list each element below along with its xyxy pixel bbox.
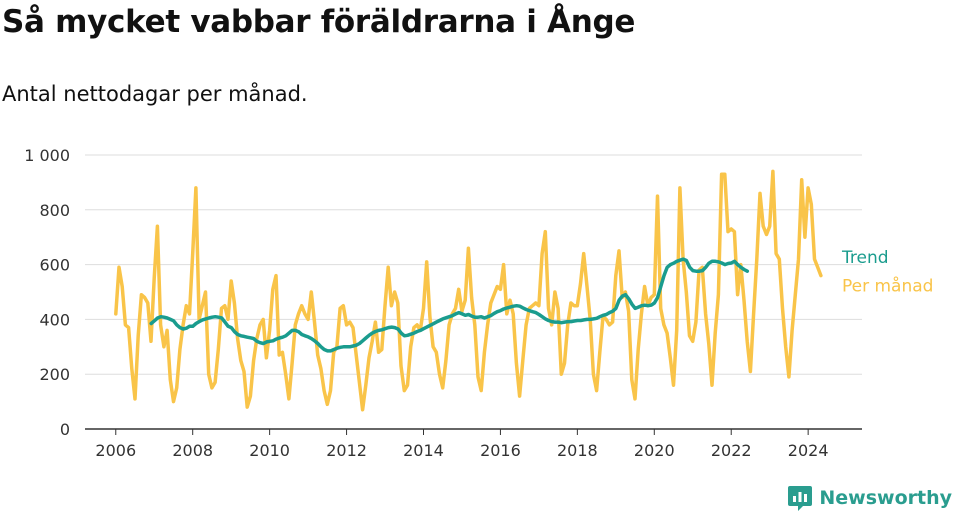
newsworthy-brand: Newsworthy — [787, 484, 952, 512]
x-tick-label: 2010 — [249, 441, 290, 460]
y-tick-label: 0 — [60, 420, 70, 439]
y-tick-label: 1 000 — [24, 146, 70, 165]
x-tick-label: 2008 — [172, 441, 213, 460]
x-tick-label: 2024 — [788, 441, 829, 460]
x-tick-label: 2018 — [557, 441, 598, 460]
grid-lines — [85, 154, 862, 430]
series-label-per-manad: Per månad — [842, 276, 933, 297]
series-lines — [114, 169, 823, 412]
y-tick-label: 800 — [39, 201, 70, 220]
x-tick-label: 2020 — [634, 441, 675, 460]
chart-subtitle: Antal nettodagar per månad. — [2, 82, 308, 106]
x-tick-label: 2022 — [711, 441, 752, 460]
brand-name: Newsworthy — [819, 487, 952, 509]
series-line-trend — [149, 257, 750, 353]
y-tick-label: 200 — [39, 365, 70, 384]
y-tick-label: 600 — [39, 256, 70, 275]
y-tick-label: 400 — [39, 310, 70, 329]
x-tick-label: 2014 — [403, 441, 444, 460]
series-labels: Trend Per månad — [841, 248, 933, 296]
y-axis-ticks: 0 200 400 600 800 1 000 — [24, 146, 70, 439]
x-tick-label: 2006 — [95, 441, 136, 460]
x-tick-label: 2012 — [326, 441, 367, 460]
chart-title: Så mycket vabbar föräldrarna i Ånge — [2, 4, 636, 40]
bar-chart-logo-icon — [788, 486, 813, 511]
x-tick-label: 2016 — [480, 441, 521, 460]
x-axis-ticks: 2006 2008 2010 2012 2014 2016 2018 2020 2022 2024 — [95, 429, 829, 460]
series-label-trend: Trend — [841, 248, 889, 268]
series-line-per-manad — [114, 169, 823, 412]
